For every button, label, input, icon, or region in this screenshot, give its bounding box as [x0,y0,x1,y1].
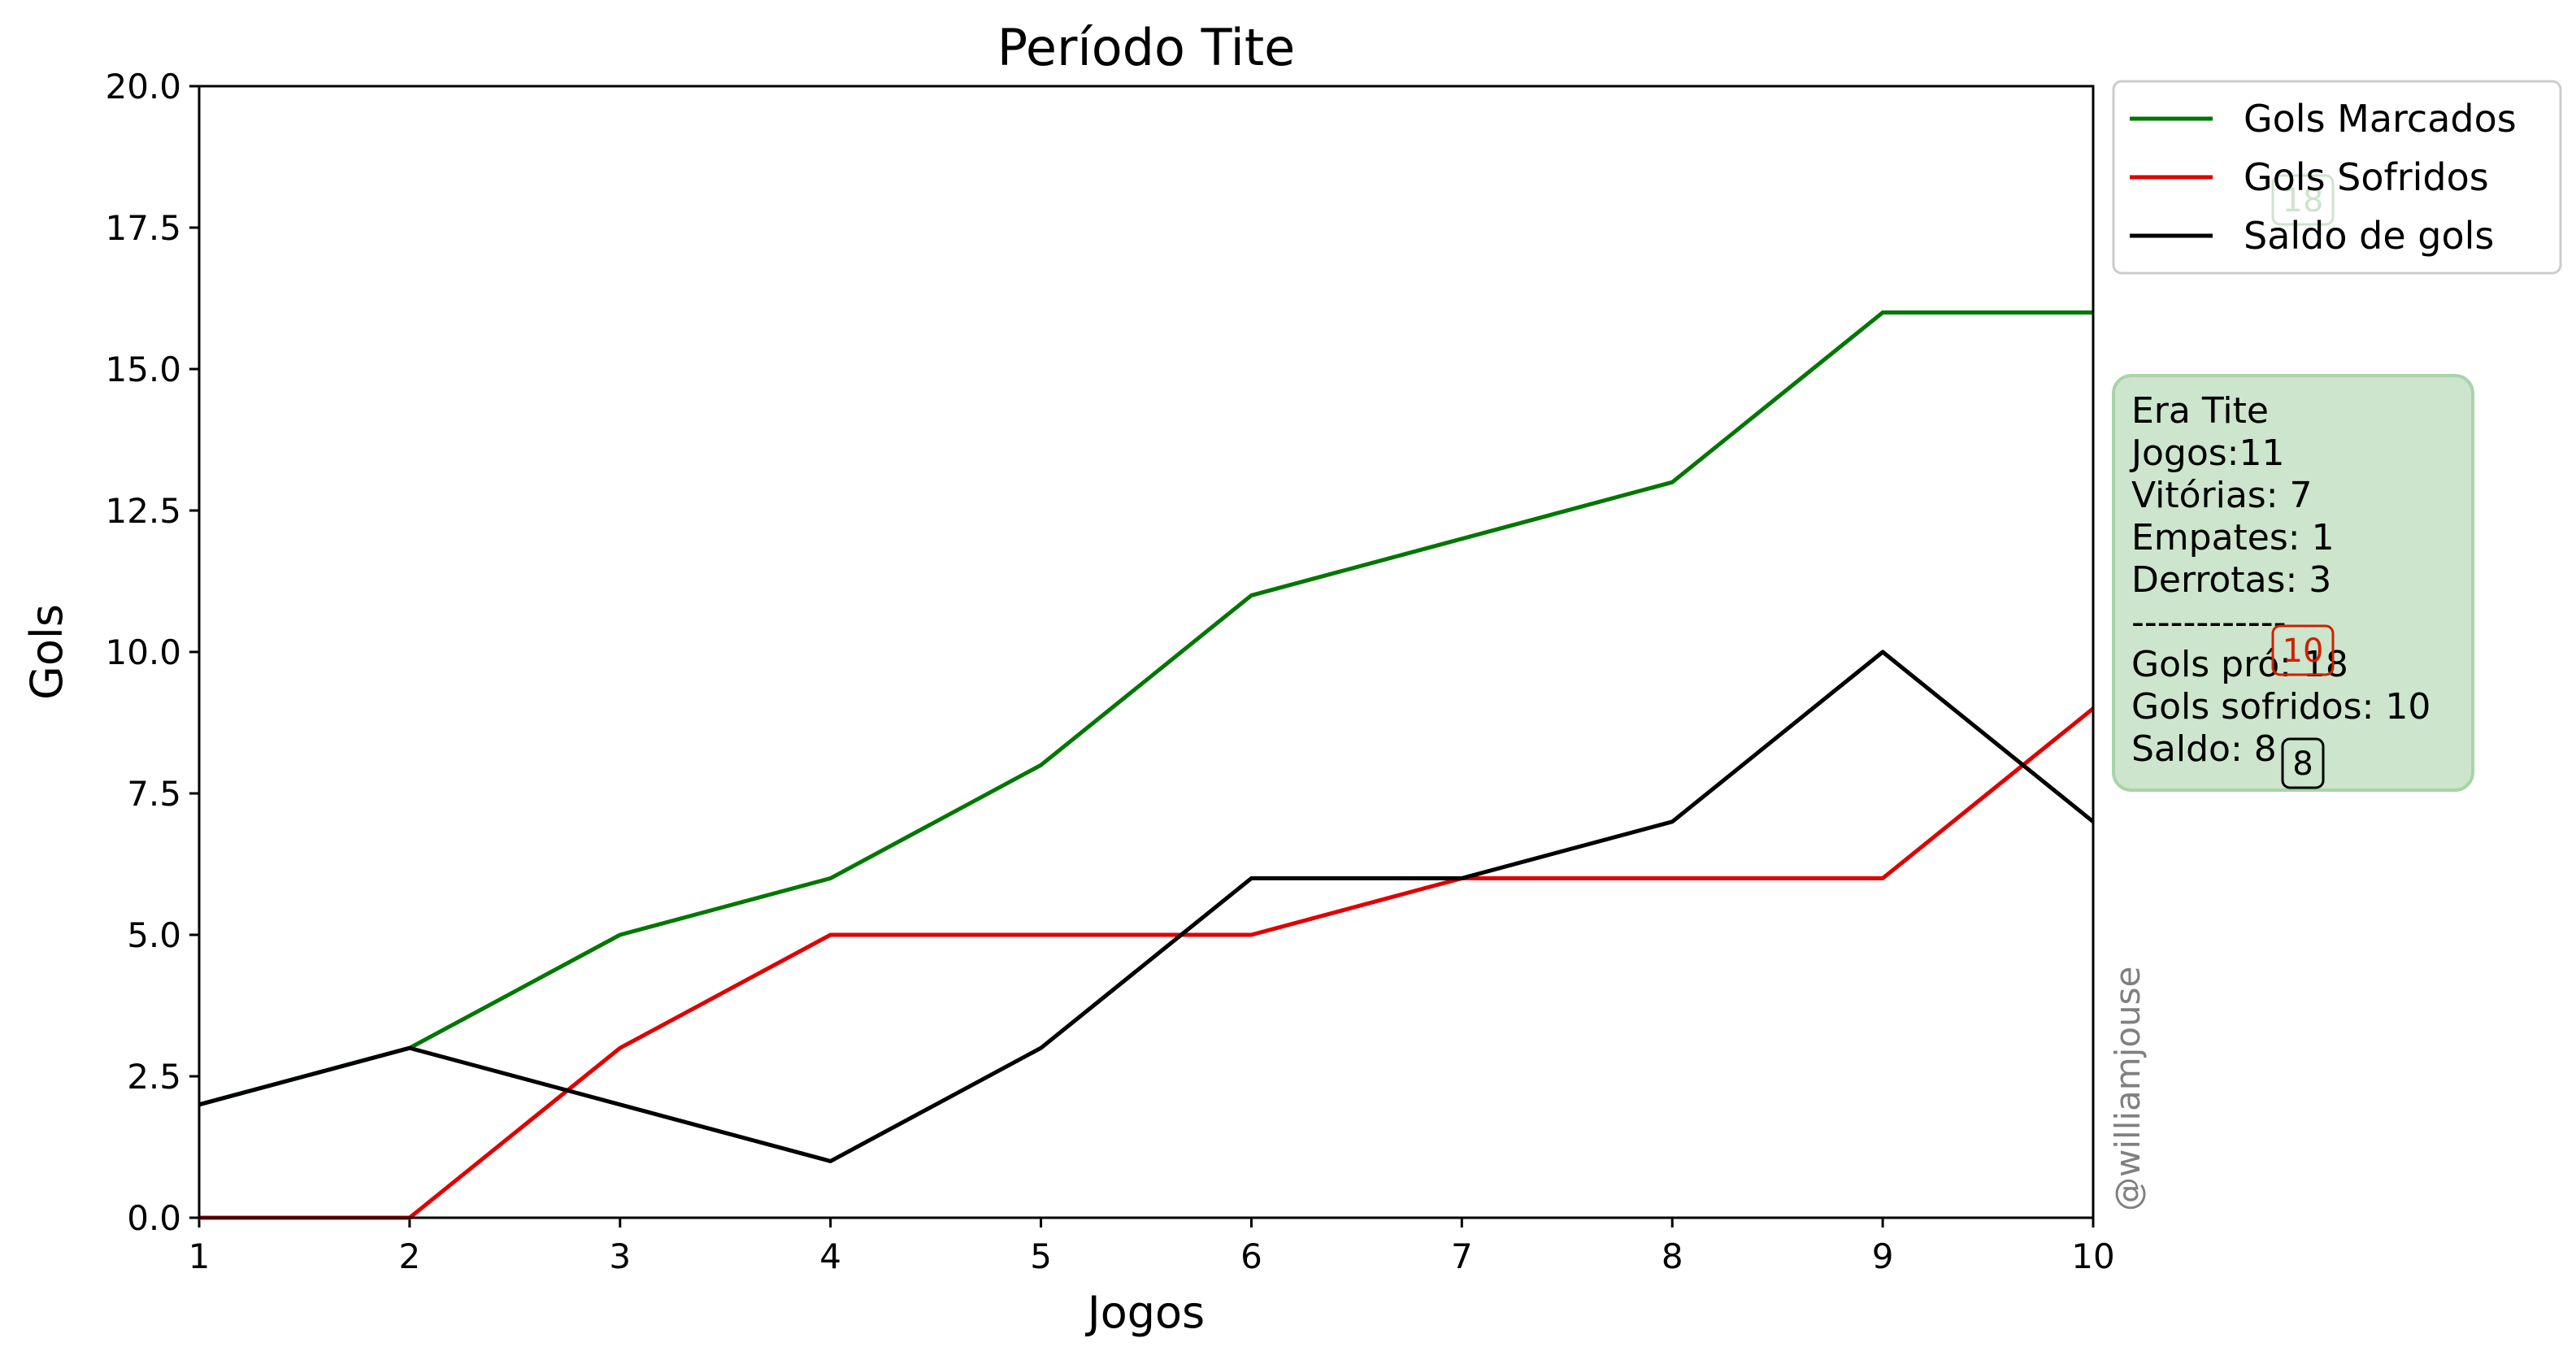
chart-title: Período Tite [997,18,1296,77]
info-box-line: ------------ [2131,602,2287,643]
x-tick-label: 4 [819,1236,841,1276]
x-tick-label: 7 [1451,1236,1473,1276]
series-line-1 [198,310,2093,1107]
legend-frame [2112,80,2562,275]
y-tick-label: 17.5 [105,208,181,248]
info-box-background [2112,374,2474,792]
info-box-line: Derrotas: 3 [2131,559,2331,601]
x-tick-label: 2 [399,1236,421,1276]
series-line-3 [198,650,2095,1163]
x-tick-label: 8 [1662,1236,1683,1276]
x-tick-label: 6 [1240,1236,1262,1276]
x-tick-label: 1 [189,1236,211,1276]
y-axis-ticks: 0.0 2.5 5.0 7.5 10.0 12.5 15.0 17.5 20.0 [105,67,199,1238]
y-tick-label: 7.5 [127,774,181,814]
y-tick-label: 2.5 [127,1057,181,1097]
y-tick-label: 20.0 [105,67,181,106]
x-axis-title: Jogos [1085,1287,1205,1338]
watermark: @williamjouse [2108,967,2148,1211]
y-tick-label: 0.0 [127,1198,181,1238]
plot-frame [198,85,2095,1219]
info-box-line: Saldo: 8 [2131,728,2277,770]
end-badge-box [2281,737,2325,789]
info-box-line: Empates: 1 [2131,517,2335,558]
legend-label: Saldo de gols [2244,214,2494,258]
series-line-2 [199,706,2095,1220]
end-badge-value: 8 [2292,745,2313,783]
legend-label: Gols Sofridos [2244,155,2489,199]
x-tick-label: 10 [2071,1236,2114,1276]
info-box-line: Gols sofridos: 10 [2131,686,2430,728]
y-tick-label: 10.0 [105,632,181,672]
series-lines [198,310,2095,1220]
x-tick-label: 3 [609,1236,631,1276]
x-tick-label: 9 [1872,1236,1894,1276]
y-tick-label: 5.0 [127,915,181,955]
x-axis-ticks: 1 2 3 4 5 6 7 8 9 10 [189,1218,2115,1276]
y-axis-title: Gols [21,604,72,700]
info-box-line: Vitórias: 7 [2131,475,2313,516]
info-box-line: Gols pró: 18 [2131,644,2348,685]
end-badge-box [2271,624,2335,676]
legend-label: Gols Marcados [2244,97,2517,141]
y-tick-label: 12.5 [105,491,181,531]
info-box-line: Era Tite [2131,390,2269,432]
legend: Gols Marcados Gols Sofridos Saldo de gols [2112,80,2562,275]
end-badge-value: 10 [2283,632,2324,670]
info-box-line: Jogos:11 [2129,432,2284,474]
y-tick-label: 15.0 [105,350,181,389]
x-tick-label: 5 [1030,1236,1052,1276]
